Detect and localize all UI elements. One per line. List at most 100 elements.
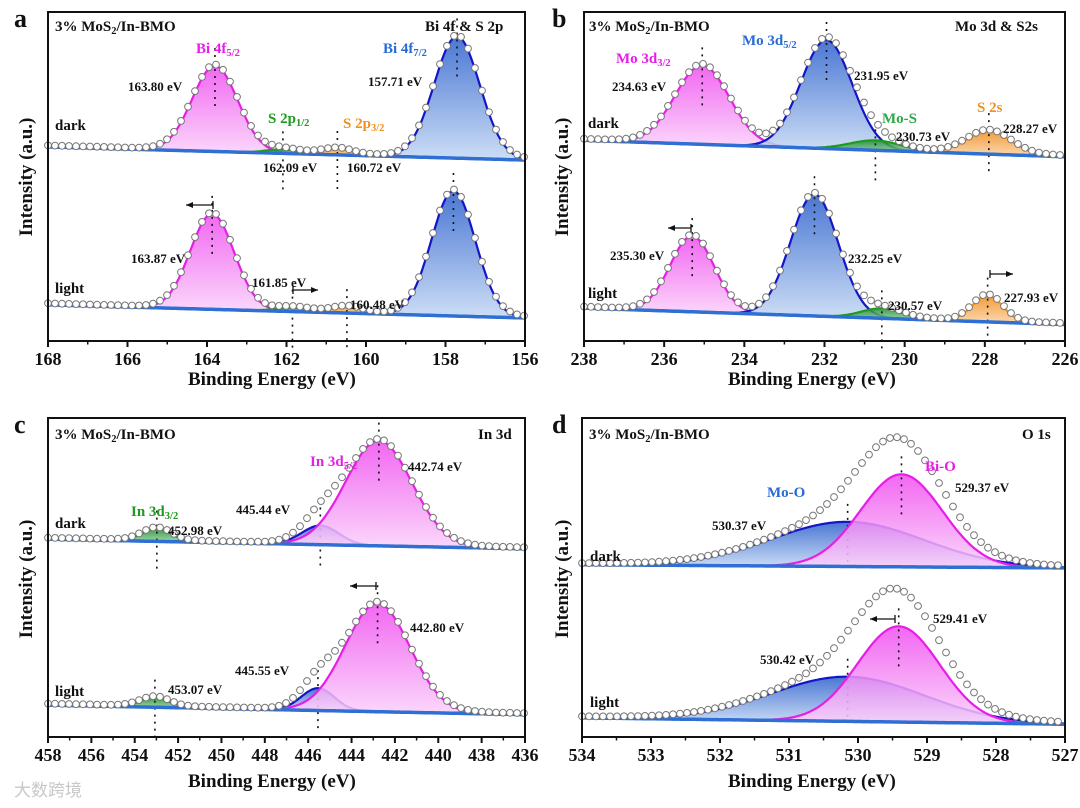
data-point-light (671, 249, 679, 258)
data-point-light (965, 303, 973, 312)
x-axis-title: Binding Energy (eV) (188, 369, 356, 390)
data-point-light (156, 296, 164, 305)
data-point-light (830, 644, 838, 653)
data-point-dark (226, 77, 234, 86)
x-tick-label: 164 (194, 349, 221, 369)
data-point-light (408, 645, 416, 654)
data-point-dark (643, 126, 651, 135)
data-point-light (51, 299, 59, 308)
data-point-dark (198, 536, 206, 545)
data-point-light (872, 592, 880, 601)
data-point-light (310, 304, 318, 313)
peak-value: 160.72 eV (347, 160, 402, 175)
data-point-light (184, 251, 192, 260)
data-point-dark (928, 467, 936, 476)
data-point-light (720, 280, 728, 289)
data-point-light (711, 704, 719, 713)
x-tick-label: 456 (78, 745, 105, 765)
data-point-light (240, 271, 248, 280)
peak-value: 442.80 eV (410, 620, 465, 635)
data-point-dark (436, 522, 444, 531)
data-point-dark (823, 500, 831, 508)
data-point-dark (240, 537, 248, 546)
data-point-dark (781, 527, 789, 535)
data-point-dark (881, 128, 889, 136)
panel-title: O 1s (1022, 427, 1051, 443)
data-point-dark (128, 532, 136, 541)
data-point-light (601, 303, 609, 312)
data-point-light (676, 709, 684, 718)
peak-value: 160.48 eV (350, 297, 405, 312)
data-point-dark (142, 143, 150, 152)
data-point-dark (51, 141, 59, 150)
data-point-dark (184, 102, 192, 111)
x-tick-label: 534 (569, 745, 596, 765)
data-point-dark (212, 60, 220, 69)
data-point-light (275, 302, 283, 310)
data-point-light (1042, 318, 1050, 327)
x-tick-label: 234 (731, 349, 758, 369)
data-point-dark (608, 135, 616, 144)
data-point-dark (935, 479, 943, 487)
data-point-dark (429, 82, 437, 91)
x-tick-label: 232 (811, 349, 838, 369)
data-point-dark (977, 538, 985, 546)
data-point-light (79, 700, 87, 709)
data-point-dark (219, 537, 227, 546)
data-point-light (692, 232, 700, 240)
x-tick-label: 236 (651, 349, 678, 369)
data-point-light (706, 252, 714, 261)
data-point-dark (324, 144, 332, 153)
data-point-dark (1012, 556, 1020, 565)
data-point-light (732, 699, 740, 707)
data-point-light (415, 273, 423, 282)
data-point-dark (296, 522, 304, 531)
data-point-dark (753, 538, 761, 547)
x-tick-label: 530 (845, 745, 872, 765)
data-point-light (387, 607, 395, 615)
data-point-light (867, 296, 875, 305)
data-point-light (956, 671, 964, 679)
data-point-light (394, 618, 402, 626)
data-point-light (641, 712, 649, 720)
shift-arrowhead (186, 202, 193, 208)
data-point-light (734, 298, 742, 307)
data-point-dark (678, 78, 686, 87)
data-point-light (874, 299, 882, 308)
data-point-light (902, 308, 910, 317)
data-point-dark (107, 143, 115, 152)
data-point-dark (641, 558, 649, 567)
x-tick-label: 436 (512, 745, 539, 765)
data-point-light (697, 707, 705, 715)
data-point-dark (993, 127, 1001, 136)
data-point-dark (121, 534, 129, 542)
data-point-light (851, 617, 859, 626)
data-point-dark (485, 542, 493, 550)
data-point-light (415, 659, 423, 668)
data-point-dark (282, 143, 290, 152)
data-point-light (860, 291, 868, 300)
data-point-light (338, 638, 346, 647)
data-point-light (699, 239, 707, 248)
data-point-light (429, 229, 437, 237)
data-point-dark (655, 557, 663, 566)
data-point-dark (492, 125, 500, 134)
data-point-dark (713, 71, 721, 80)
panel-letter-a: a (14, 4, 27, 33)
data-point-light (212, 703, 220, 711)
data-point-light (471, 234, 479, 242)
peak-fill-magenta (135, 213, 290, 312)
data-point-light (72, 300, 80, 309)
data-point-light (893, 584, 901, 593)
data-point-light (1005, 710, 1013, 719)
x-tick-label: 238 (571, 349, 598, 369)
data-point-dark (450, 533, 458, 542)
data-point-dark (149, 142, 157, 151)
data-point-dark (373, 150, 381, 158)
data-point-light (464, 706, 472, 714)
data-point-light (587, 302, 595, 311)
data-point-light (704, 705, 712, 714)
data-point-light (443, 697, 451, 705)
peak-label: Bi-O (925, 459, 956, 475)
data-point-light (935, 636, 943, 645)
